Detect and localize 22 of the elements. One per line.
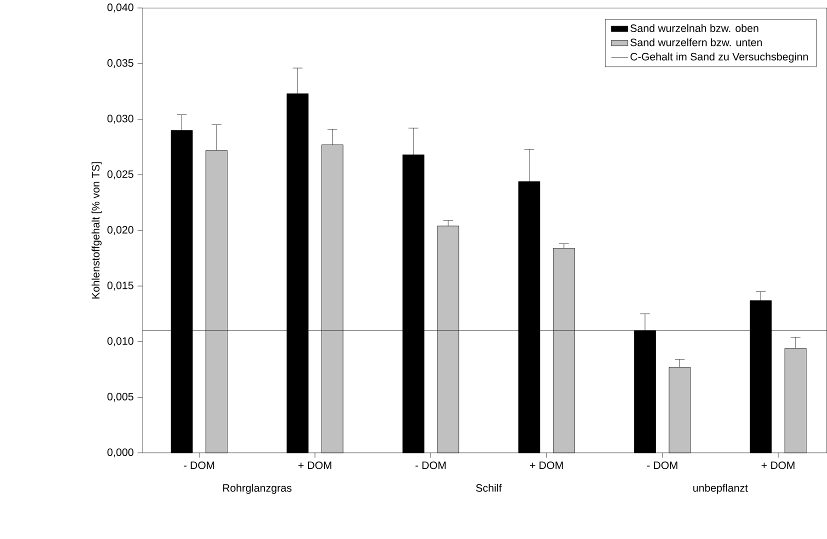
y-tick-label: 0,005 (107, 393, 134, 402)
y-tick-label: 0,015 (107, 282, 134, 291)
y-tick-label: 0,040 (107, 4, 134, 13)
y-tick-label: 0,010 (107, 337, 134, 346)
x-tick-label: + DOM (298, 462, 332, 470)
y-tick-label: 0,030 (107, 115, 134, 124)
y-tick-label: 0,000 (107, 448, 134, 458)
text: Schilf (476, 484, 502, 492)
x-tick-label: + DOM (530, 462, 563, 470)
legend-label: Sand wurzelfern bzw. unten (630, 38, 762, 46)
y-axis-title: Kohlenstoffgehalt [% von TS] (92, 162, 102, 299)
y-tick-label: 0,025 (107, 170, 134, 180)
x-tick-label: - DOM (184, 462, 214, 470)
x-tick-label: - DOM (415, 462, 446, 470)
legend-label: C-Gehalt im Sand zu Versuchsbeginn (630, 52, 808, 63)
y-tick-label: 0,035 (107, 59, 134, 68)
text: unbepflanzt (693, 484, 748, 494)
x-tick-label: - DOM (647, 462, 678, 470)
legend-label: Sand wurzelnah bzw. oben (630, 24, 758, 32)
text: Rohrglanzgras (223, 484, 292, 494)
x-tick-label: + DOM (762, 462, 794, 470)
y-tick-label: 0,020 (107, 226, 134, 236)
